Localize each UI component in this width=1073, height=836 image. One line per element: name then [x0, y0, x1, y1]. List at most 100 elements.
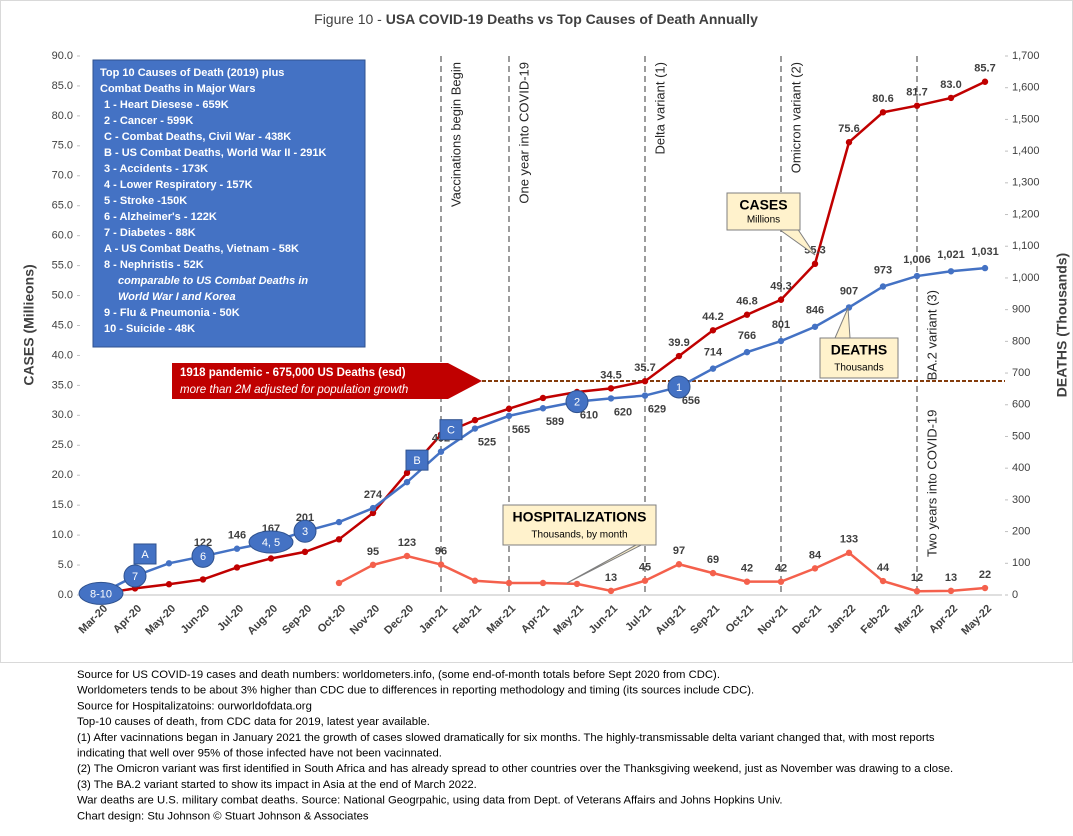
- callout-pointer: [566, 539, 652, 584]
- causes-box-item: 4 - Lower Respiratory - 157K: [104, 179, 253, 191]
- callout-pointer: [834, 307, 851, 339]
- footnote: (2) The Omicron variant was first identi…: [77, 763, 953, 775]
- y2-tick-label: 100: [1012, 557, 1030, 569]
- causes-box-item: 10 - Suicide - 48K: [104, 323, 195, 335]
- y-tick-label: 85.0: [52, 80, 73, 92]
- data-point: [233, 545, 241, 552]
- y-tick-label: 50.0: [52, 289, 73, 301]
- data-label: 42: [741, 563, 753, 575]
- y-tick-label: 5.0: [58, 559, 73, 571]
- y-tick-label: 75.0: [52, 140, 73, 152]
- data-label: 42: [775, 563, 787, 575]
- data-point: [199, 576, 207, 583]
- causes-box-item: B - US Combat Deaths, World War II - 291…: [104, 147, 327, 159]
- title: USA COVID-19 Deaths vs Top Causes of Dea…: [386, 11, 758, 27]
- marker-label: 6: [200, 551, 206, 563]
- data-point: [913, 587, 921, 595]
- footnote: Source for US COVID-19 cases and death n…: [77, 669, 720, 681]
- causes-box: [92, 59, 366, 348]
- data-point: [301, 548, 309, 556]
- y-tick-label: 45.0: [52, 319, 73, 331]
- event-label: Two years into COVID-19: [924, 410, 939, 557]
- y-tick-label: 35.0: [52, 379, 73, 391]
- marker-square: [133, 543, 157, 565]
- y2-tick-label: 1,000: [1012, 272, 1040, 284]
- data-point: [403, 469, 411, 477]
- data-point: [811, 565, 819, 572]
- data-point: [641, 392, 649, 399]
- data-label: 13: [945, 572, 957, 584]
- data-label: 714: [704, 347, 723, 359]
- y2-tick-label: 500: [1012, 430, 1030, 442]
- data-label: 766: [738, 330, 756, 342]
- y-tick-label: 25.0: [52, 439, 73, 451]
- footnote: indicating that well over 95% of those i…: [77, 747, 442, 759]
- marker-circle: [667, 375, 691, 399]
- causes-box-item: 8 - Nephristis - 52K: [104, 259, 204, 271]
- data-point: [471, 425, 479, 432]
- data-point: [913, 102, 921, 109]
- data-point: [879, 283, 887, 290]
- marker-label: 7: [132, 571, 138, 583]
- marker-square: [405, 449, 429, 471]
- data-point: [369, 509, 377, 517]
- footnote: Source for Hospitalizatoins: ourworldofd…: [77, 700, 312, 712]
- series-line: [338, 551, 986, 593]
- marker-circle: [191, 544, 215, 568]
- marker-label: A: [141, 549, 149, 561]
- marker-circle: [248, 530, 294, 554]
- data-label: 274: [364, 489, 383, 501]
- data-point: [539, 579, 547, 587]
- y2-tick-label: 400: [1012, 462, 1030, 474]
- data-point: [335, 536, 343, 543]
- data-point: [437, 561, 445, 568]
- marker-label: B: [413, 455, 420, 467]
- event-label: One year into COVID-19: [516, 62, 531, 204]
- data-label: 46.8: [736, 296, 757, 308]
- data-label: 22: [979, 569, 991, 581]
- y-tick-label: 0.0: [58, 589, 73, 601]
- marker-circle: [565, 390, 589, 414]
- data-label: 146: [228, 530, 246, 542]
- marker-circle: [78, 581, 124, 605]
- marker-label: 2: [574, 397, 580, 409]
- data-point: [403, 552, 411, 560]
- data-point: [947, 94, 955, 102]
- data-label: 629: [648, 403, 666, 415]
- data-label: 39.9: [668, 337, 689, 349]
- reference-sublabel: more than 2M adjusted for population gro…: [180, 384, 408, 396]
- event-label: Delta variant (1): [652, 62, 667, 154]
- causes-box-item: 9 - Flu & Pneumonia - 50K: [104, 307, 240, 319]
- y-tick-label: 20.0: [52, 469, 73, 481]
- data-point: [777, 337, 785, 345]
- data-label: 83.0: [940, 79, 961, 91]
- y2-tick-label: 300: [1012, 494, 1030, 506]
- data-label: 610: [580, 410, 598, 422]
- data-point: [233, 564, 241, 571]
- causes-box-item: 2 - Cancer - 599K: [104, 115, 193, 127]
- data-point: [641, 377, 649, 385]
- footnote: Chart design: Stu Johnson © Stuart Johns…: [77, 810, 369, 822]
- data-label: 907: [840, 285, 858, 297]
- data-point: [675, 352, 683, 360]
- data-point: [471, 577, 479, 584]
- data-point: [981, 264, 989, 272]
- marker-label: 8-10: [90, 588, 112, 600]
- data-label: 35.7: [634, 362, 655, 374]
- y2-tick-label: 0: [1012, 589, 1018, 601]
- data-label: 34.5: [600, 369, 621, 381]
- data-point: [573, 580, 581, 588]
- data-point: [369, 561, 377, 569]
- data-point: [369, 504, 377, 512]
- event-label: Vaccinations begin Begin: [448, 62, 463, 207]
- callout-pointer: [779, 224, 816, 256]
- data-label: 589: [546, 416, 564, 428]
- data-point: [335, 518, 343, 526]
- data-label: 846: [806, 305, 824, 317]
- data-point: [811, 323, 819, 330]
- data-point: [743, 348, 751, 356]
- data-label: 1,006: [903, 254, 931, 266]
- data-label: 95: [367, 546, 379, 558]
- y2-tick-label: 1,500: [1012, 113, 1040, 125]
